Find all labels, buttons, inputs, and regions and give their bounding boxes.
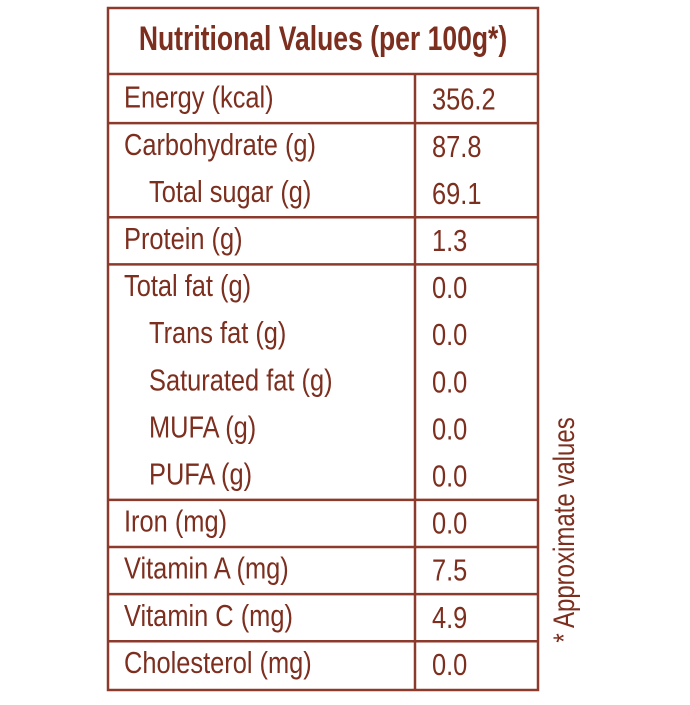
nutrient-label: Protein (g) [124, 222, 243, 257]
nutrient-label: Carbohydrate (g) [124, 127, 316, 162]
nutrient-value: 1.3 [432, 224, 467, 259]
nutrient-value: 356.2 [432, 82, 496, 117]
nutrient-value: 69.1 [432, 177, 481, 212]
table-title: Nutritional Values (per 100g*) [139, 20, 507, 58]
nutrient-label: Saturated fat (g) [149, 363, 333, 398]
nutrient-label: Energy (kcal) [124, 80, 274, 115]
nutrient-label: Vitamin A (mg) [124, 551, 289, 586]
nutrient-label: MUFA (g) [149, 410, 256, 445]
nutrient-label: PUFA (g) [149, 457, 252, 492]
nutrient-value: 4.9 [432, 600, 467, 635]
nutrient-label: Trans fat (g) [149, 316, 286, 351]
nutrient-label: Vitamin C (mg) [124, 598, 293, 633]
nutrient-label: Iron (mg) [124, 504, 227, 539]
nutrient-value: 87.8 [432, 129, 481, 164]
nutrient-label: Total fat (g) [124, 269, 251, 304]
nutrient-value: 0.0 [432, 506, 467, 541]
nutrient-value: 0.0 [432, 648, 467, 683]
nutrient-value: 0.0 [432, 412, 467, 447]
nutrient-value: 0.0 [432, 459, 467, 494]
table-border [106, 6, 540, 692]
nutrient-value: 7.5 [432, 553, 467, 588]
nutrient-value: 0.0 [432, 318, 467, 353]
footnote: * Approximate values [546, 417, 580, 642]
nutrient-label: Cholesterol (mg) [124, 646, 312, 681]
nutrient-label: Total sugar (g) [149, 175, 311, 210]
nutrient-value: 0.0 [432, 365, 467, 400]
nutrient-value: 0.0 [432, 271, 467, 306]
